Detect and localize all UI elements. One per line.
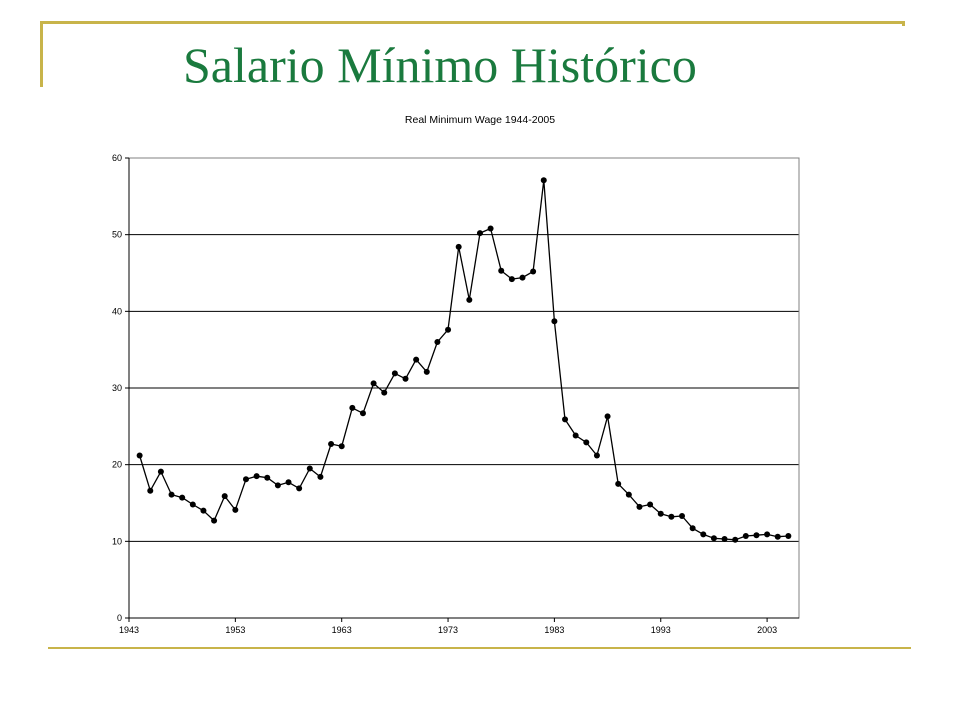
data-point — [466, 296, 473, 303]
y-tick-label: 50 — [112, 230, 122, 240]
data-point — [498, 267, 505, 274]
data-point — [168, 491, 175, 498]
data-point — [753, 532, 760, 539]
data-point — [657, 510, 664, 517]
bottom-rule — [48, 647, 911, 649]
data-point — [476, 230, 483, 237]
data-point — [274, 482, 281, 489]
right-rule — [902, 21, 905, 26]
data-point — [423, 368, 430, 375]
data-point — [625, 491, 632, 498]
data-point — [232, 506, 239, 513]
x-tick-label: 1973 — [438, 625, 458, 635]
data-point — [264, 474, 271, 481]
data-point — [455, 243, 462, 250]
data-point — [242, 476, 249, 483]
y-tick-label: 10 — [112, 536, 122, 546]
left-rule — [40, 21, 43, 87]
data-point — [583, 439, 590, 446]
data-point — [359, 410, 366, 417]
data-point — [338, 443, 345, 450]
data-point — [179, 494, 186, 501]
x-tick-label: 1963 — [332, 625, 352, 635]
data-point — [253, 473, 260, 480]
data-point — [413, 356, 420, 363]
data-point — [615, 480, 622, 487]
data-point — [306, 465, 313, 472]
slide-title: Salario Mínimo Histórico — [183, 37, 697, 93]
data-point — [551, 318, 558, 325]
data-point — [328, 440, 335, 447]
data-point — [211, 517, 218, 524]
data-point — [572, 432, 579, 439]
data-point — [764, 531, 771, 538]
y-tick-label: 60 — [112, 153, 122, 163]
top-rule — [40, 21, 905, 24]
data-point — [540, 177, 547, 184]
y-tick-label: 30 — [112, 383, 122, 393]
data-point — [742, 532, 749, 539]
chart-title: Real Minimum Wage 1944-2005 — [404, 114, 556, 126]
data-point — [732, 536, 739, 543]
y-tick-label: 20 — [112, 460, 122, 470]
data-point — [710, 535, 717, 542]
x-tick-label: 1953 — [225, 625, 245, 635]
data-point — [402, 375, 409, 382]
x-tick-label: 1983 — [544, 625, 564, 635]
data-point — [370, 380, 377, 387]
data-point — [721, 536, 728, 543]
data-point — [689, 525, 696, 532]
data-point — [136, 452, 143, 459]
data-point — [636, 503, 643, 510]
y-tick-label: 0 — [117, 613, 122, 623]
data-point — [774, 533, 781, 540]
data-point — [296, 485, 303, 492]
data-point — [530, 268, 537, 275]
x-tick-label: 1943 — [119, 625, 139, 635]
data-point — [647, 501, 654, 508]
data-point — [668, 513, 675, 520]
data-point — [317, 473, 324, 480]
data-point — [147, 487, 154, 494]
data-point — [519, 274, 526, 281]
data-point — [679, 513, 686, 520]
data-point — [785, 532, 792, 539]
data-point — [200, 507, 207, 514]
data-point — [604, 413, 611, 420]
data-point — [593, 452, 600, 459]
data-point — [381, 389, 388, 396]
data-point — [221, 493, 228, 500]
x-tick-label: 1993 — [651, 625, 671, 635]
data-point — [391, 370, 398, 377]
x-tick-label: 2003 — [757, 625, 777, 635]
data-point — [285, 479, 292, 486]
data-point — [562, 416, 569, 423]
data-point — [189, 501, 196, 508]
data-point — [445, 326, 452, 333]
y-tick-label: 40 — [112, 306, 122, 316]
data-point — [434, 339, 441, 345]
series-line — [138, 179, 789, 541]
data-point — [487, 225, 494, 232]
data-point — [508, 276, 515, 283]
data-point — [349, 404, 356, 411]
data-point — [157, 468, 164, 475]
data-point — [700, 531, 707, 538]
